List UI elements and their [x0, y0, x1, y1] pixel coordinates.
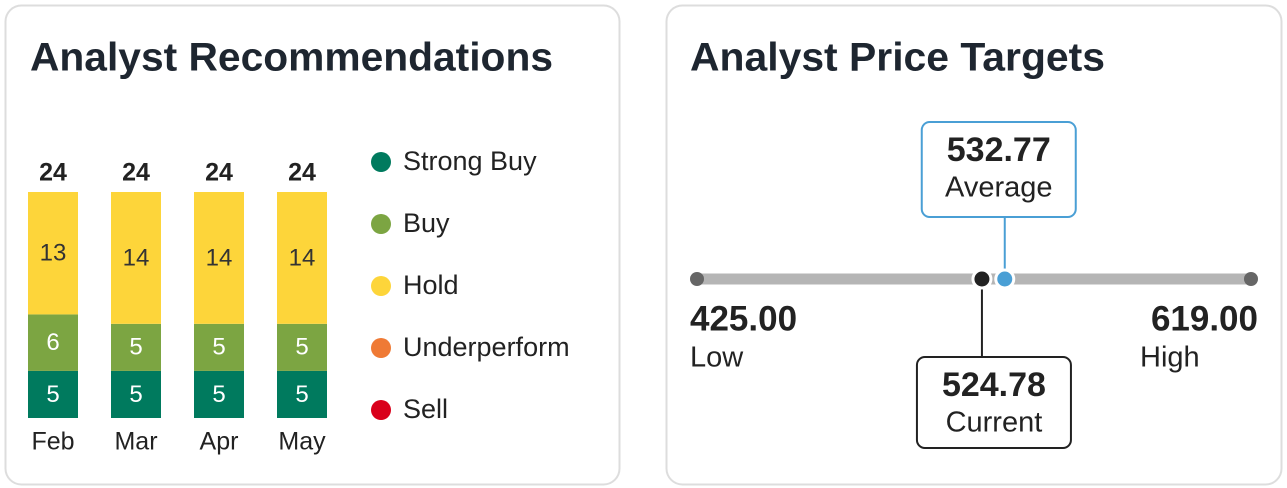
total-label: 24	[39, 159, 67, 187]
target-name: Current	[946, 407, 1043, 439]
segment-label: 14	[123, 244, 150, 271]
x-tick-label: Feb	[31, 428, 74, 456]
segment-label: 14	[289, 244, 316, 271]
legend-swatch	[371, 152, 391, 172]
bar-segment	[277, 192, 327, 324]
target-value: 532.77	[947, 131, 1051, 169]
x-tick-label: May	[278, 428, 326, 456]
segment-label: 13	[40, 240, 67, 267]
price-targets-card	[665, 4, 1283, 486]
segment-label: 5	[212, 334, 225, 361]
legend-label: Buy	[403, 208, 450, 238]
bar-segment	[277, 323, 327, 371]
legend-label: Underperform	[403, 332, 570, 362]
bar-segment	[194, 192, 244, 324]
bar-segment	[111, 323, 161, 371]
segment-label: 5	[129, 334, 142, 361]
segment-label: 5	[212, 381, 225, 408]
target-dot	[971, 268, 993, 290]
x-tick-label: Mar	[114, 428, 157, 456]
segment-label: 6	[46, 329, 59, 356]
segment-label: 5	[295, 334, 308, 361]
card-title: Analyst Price Targets	[690, 36, 1105, 80]
bar-segment	[111, 370, 161, 418]
legend-swatch	[371, 400, 391, 420]
total-label: 24	[122, 159, 150, 187]
segment-label: 5	[46, 381, 59, 408]
range-end-dot	[1244, 272, 1258, 286]
bar-segment	[194, 323, 244, 371]
legend-swatch	[371, 276, 391, 296]
legend-label: Sell	[403, 394, 448, 424]
target-value: 524.78	[942, 366, 1046, 404]
legend-label: Hold	[403, 270, 459, 300]
target-name: High	[1140, 342, 1200, 374]
target-value: 619.00	[1151, 299, 1258, 338]
card-title: Analyst Recommendations	[30, 36, 553, 80]
target-dot	[994, 268, 1016, 290]
range-end-dot	[690, 272, 704, 286]
legend-swatch	[371, 338, 391, 358]
target-name: Low	[690, 342, 744, 374]
callout-box	[920, 121, 1077, 218]
target-value: 425.00	[690, 299, 797, 338]
segment-label: 5	[295, 381, 308, 408]
bar-segment	[277, 370, 327, 418]
segment-label: 5	[129, 381, 142, 408]
bar-segment	[28, 370, 78, 418]
bar-segment	[28, 314, 78, 371]
bar-segment	[111, 192, 161, 324]
bar-chart: 5 6 13 24 Feb 5 5 14 24 Mar 5 5 14 24 Apr 5 5 14 24 May	[28, 159, 327, 456]
legend-label: Strong Buy	[403, 146, 537, 176]
segment-label: 14	[206, 244, 233, 271]
callout-box	[915, 356, 1072, 449]
bar-segment	[194, 370, 244, 418]
target-name: Average	[945, 172, 1053, 204]
bar-segment	[28, 192, 78, 315]
x-tick-label: Apr	[200, 428, 239, 456]
total-label: 24	[288, 159, 316, 187]
total-label: 24	[205, 159, 233, 187]
legend-swatch	[371, 214, 391, 234]
